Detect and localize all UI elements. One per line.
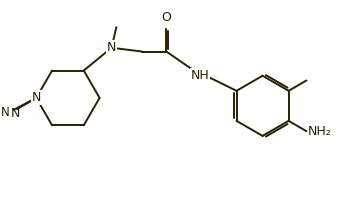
Text: N: N bbox=[1, 106, 9, 119]
Text: N: N bbox=[107, 41, 116, 54]
Text: NH: NH bbox=[191, 69, 210, 82]
Text: N: N bbox=[11, 107, 20, 120]
Text: O: O bbox=[162, 11, 171, 24]
Text: N: N bbox=[31, 91, 41, 104]
Text: NH₂: NH₂ bbox=[308, 125, 332, 138]
